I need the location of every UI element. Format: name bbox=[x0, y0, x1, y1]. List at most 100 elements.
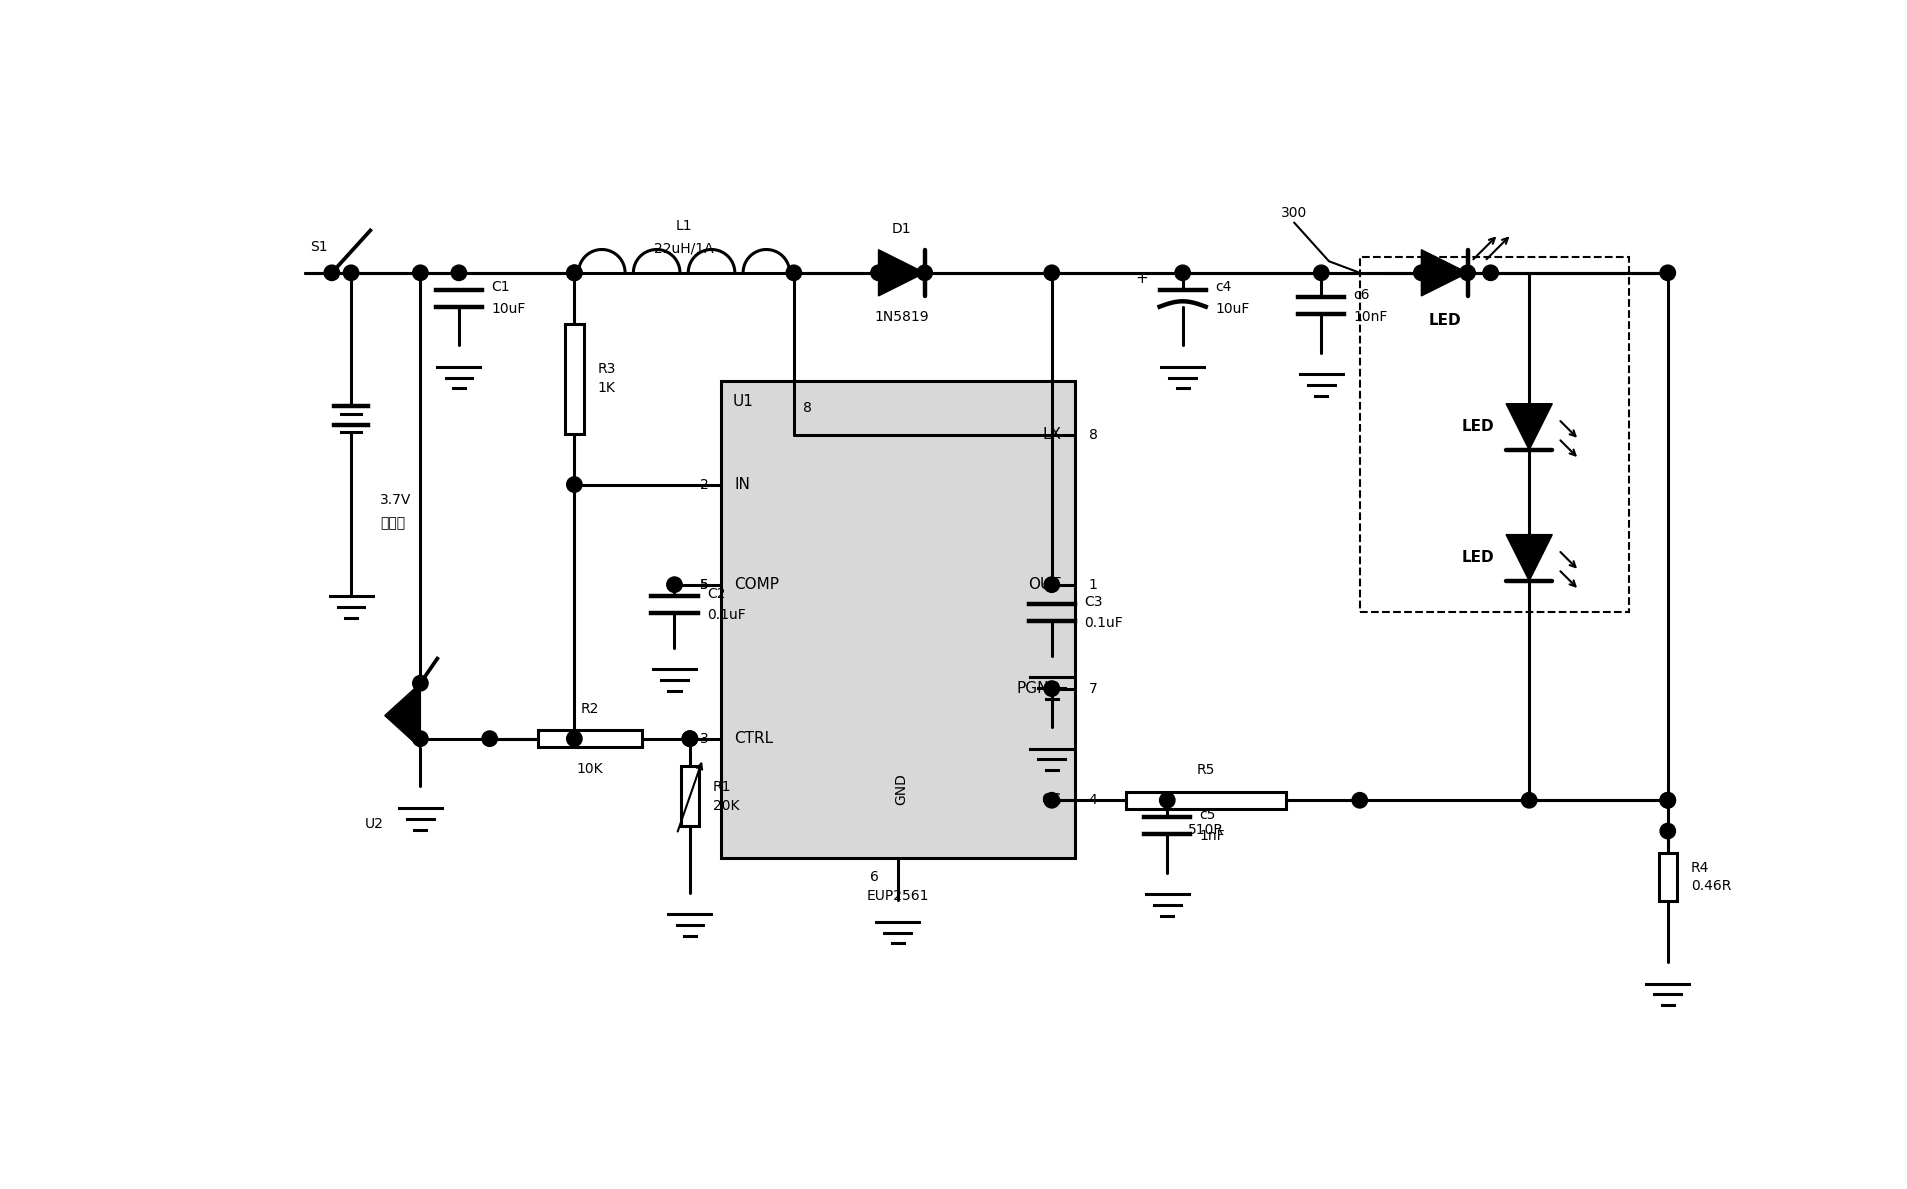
Text: OUT: OUT bbox=[1028, 577, 1060, 592]
Circle shape bbox=[566, 265, 582, 281]
Text: EUP2561: EUP2561 bbox=[866, 889, 929, 902]
Text: 6: 6 bbox=[870, 869, 879, 883]
Circle shape bbox=[1459, 265, 1474, 281]
Circle shape bbox=[566, 265, 582, 281]
Text: LED: LED bbox=[1428, 313, 1461, 328]
Circle shape bbox=[870, 265, 885, 281]
Text: 10K: 10K bbox=[576, 762, 603, 775]
Circle shape bbox=[786, 265, 801, 281]
Circle shape bbox=[666, 577, 683, 592]
Circle shape bbox=[566, 477, 582, 492]
Circle shape bbox=[917, 265, 933, 281]
Text: 7: 7 bbox=[1089, 681, 1097, 696]
Text: 22uH/1A: 22uH/1A bbox=[654, 241, 713, 256]
Text: CTRL: CTRL bbox=[734, 731, 772, 747]
Circle shape bbox=[566, 731, 582, 747]
Polygon shape bbox=[1505, 404, 1552, 449]
Text: 锂电池: 锂电池 bbox=[379, 516, 406, 530]
Text: 2: 2 bbox=[700, 478, 709, 491]
Circle shape bbox=[1659, 823, 1674, 838]
Circle shape bbox=[324, 265, 339, 281]
Text: GND: GND bbox=[894, 773, 908, 805]
Text: COMP: COMP bbox=[734, 577, 780, 592]
Polygon shape bbox=[1421, 250, 1466, 296]
Circle shape bbox=[1043, 577, 1058, 592]
Polygon shape bbox=[385, 684, 420, 748]
Text: D1: D1 bbox=[891, 222, 912, 235]
Text: CS: CS bbox=[1039, 793, 1060, 807]
Text: 4: 4 bbox=[1089, 793, 1097, 807]
Text: 3.7V: 3.7V bbox=[379, 493, 412, 507]
Text: S1: S1 bbox=[311, 239, 328, 253]
Circle shape bbox=[1482, 265, 1497, 281]
Text: C1: C1 bbox=[490, 281, 509, 295]
Bar bbox=[681, 767, 698, 826]
Bar bbox=[721, 380, 1074, 858]
Text: PGND: PGND bbox=[1016, 681, 1060, 696]
Text: 8: 8 bbox=[803, 401, 812, 415]
Bar bbox=[1360, 257, 1629, 611]
Text: 510R: 510R bbox=[1188, 823, 1222, 837]
Text: 0.1uF: 0.1uF bbox=[706, 609, 746, 623]
Text: IN: IN bbox=[734, 477, 749, 492]
Bar bbox=[564, 323, 584, 434]
Text: 0.1uF: 0.1uF bbox=[1083, 616, 1123, 630]
Circle shape bbox=[683, 731, 698, 747]
Circle shape bbox=[1352, 793, 1367, 809]
Text: R4: R4 bbox=[1690, 861, 1709, 875]
Text: 1nF: 1nF bbox=[1200, 830, 1224, 843]
Circle shape bbox=[683, 731, 698, 747]
Text: C2: C2 bbox=[706, 587, 725, 600]
Text: 10uF: 10uF bbox=[1215, 302, 1249, 316]
Text: 1K: 1K bbox=[597, 380, 616, 395]
Text: R5: R5 bbox=[1196, 763, 1215, 778]
Bar bbox=[1125, 792, 1285, 809]
Text: L1: L1 bbox=[675, 219, 692, 233]
Text: c6: c6 bbox=[1352, 288, 1369, 302]
Circle shape bbox=[1043, 793, 1058, 809]
Circle shape bbox=[1175, 265, 1190, 281]
Circle shape bbox=[1043, 265, 1058, 281]
Text: R2: R2 bbox=[580, 702, 599, 716]
Polygon shape bbox=[877, 250, 925, 296]
Text: 3: 3 bbox=[700, 731, 709, 746]
Circle shape bbox=[343, 265, 359, 281]
Bar bbox=[538, 730, 641, 747]
Text: 1N5819: 1N5819 bbox=[873, 310, 929, 323]
Text: 8: 8 bbox=[1089, 428, 1097, 441]
Circle shape bbox=[1159, 793, 1175, 809]
Text: LED: LED bbox=[1461, 420, 1493, 434]
Text: +: + bbox=[1135, 271, 1148, 285]
Circle shape bbox=[1659, 793, 1674, 809]
Text: 20K: 20K bbox=[713, 799, 740, 812]
Text: U2: U2 bbox=[364, 817, 383, 831]
Bar bbox=[1657, 854, 1676, 901]
Circle shape bbox=[482, 731, 498, 747]
Text: 0.46R: 0.46R bbox=[1690, 880, 1730, 893]
Circle shape bbox=[412, 265, 427, 281]
Circle shape bbox=[1520, 793, 1535, 809]
Circle shape bbox=[450, 265, 467, 281]
Text: 300: 300 bbox=[1280, 207, 1306, 220]
Text: C3: C3 bbox=[1083, 594, 1102, 609]
Text: 10uF: 10uF bbox=[490, 302, 524, 316]
Text: c4: c4 bbox=[1215, 281, 1230, 295]
Text: 5: 5 bbox=[700, 578, 709, 592]
Polygon shape bbox=[1505, 535, 1552, 580]
Circle shape bbox=[1312, 265, 1329, 281]
Text: R3: R3 bbox=[597, 363, 616, 377]
Text: LED: LED bbox=[1461, 551, 1493, 565]
Text: U1: U1 bbox=[732, 395, 753, 409]
Text: LX: LX bbox=[1041, 427, 1060, 442]
Circle shape bbox=[1659, 265, 1674, 281]
Circle shape bbox=[412, 675, 427, 691]
Text: 5: 5 bbox=[700, 578, 709, 592]
Circle shape bbox=[1659, 793, 1674, 809]
Circle shape bbox=[412, 731, 427, 747]
Circle shape bbox=[1413, 265, 1428, 281]
Text: R1: R1 bbox=[713, 780, 730, 794]
Circle shape bbox=[1043, 681, 1058, 697]
Text: c5: c5 bbox=[1200, 807, 1215, 822]
Text: 10nF: 10nF bbox=[1352, 309, 1386, 323]
Text: 1: 1 bbox=[1089, 578, 1097, 592]
